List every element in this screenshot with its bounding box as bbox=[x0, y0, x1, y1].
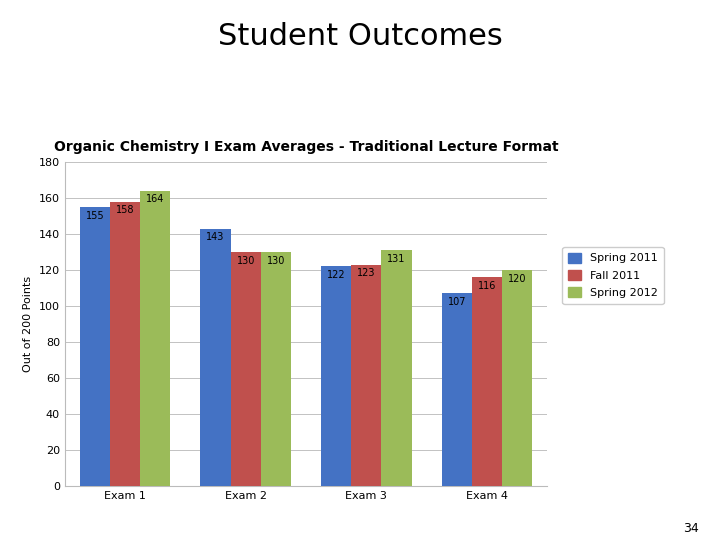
Bar bbox=[382, 250, 412, 486]
Bar bbox=[261, 252, 291, 486]
Text: 143: 143 bbox=[207, 232, 225, 242]
Text: 107: 107 bbox=[448, 297, 466, 307]
Bar bbox=[441, 293, 472, 486]
Text: 123: 123 bbox=[357, 268, 376, 278]
Bar bbox=[321, 266, 351, 486]
Text: 34: 34 bbox=[683, 522, 698, 535]
Text: Student Outcomes: Student Outcomes bbox=[217, 22, 503, 51]
Bar bbox=[472, 277, 502, 486]
Text: 122: 122 bbox=[327, 270, 346, 280]
Bar bbox=[351, 265, 382, 486]
Text: 158: 158 bbox=[116, 205, 135, 215]
Text: 116: 116 bbox=[477, 281, 496, 291]
Text: 164: 164 bbox=[146, 194, 164, 205]
Title: Organic Chemistry I Exam Averages - Traditional Lecture Format: Organic Chemistry I Exam Averages - Trad… bbox=[54, 140, 558, 154]
Text: 131: 131 bbox=[387, 254, 405, 264]
Y-axis label: Out of 200 Points: Out of 200 Points bbox=[23, 276, 33, 372]
Bar bbox=[230, 252, 261, 486]
Bar bbox=[80, 207, 110, 486]
Bar bbox=[110, 201, 140, 486]
Text: 155: 155 bbox=[86, 211, 104, 221]
Legend: Spring 2011, Fall 2011, Spring 2012: Spring 2011, Fall 2011, Spring 2012 bbox=[562, 247, 664, 304]
Bar bbox=[200, 228, 230, 486]
Text: 130: 130 bbox=[236, 255, 255, 266]
Bar bbox=[140, 191, 171, 486]
Text: 120: 120 bbox=[508, 274, 526, 284]
Bar bbox=[502, 270, 532, 486]
Text: 130: 130 bbox=[266, 255, 285, 266]
